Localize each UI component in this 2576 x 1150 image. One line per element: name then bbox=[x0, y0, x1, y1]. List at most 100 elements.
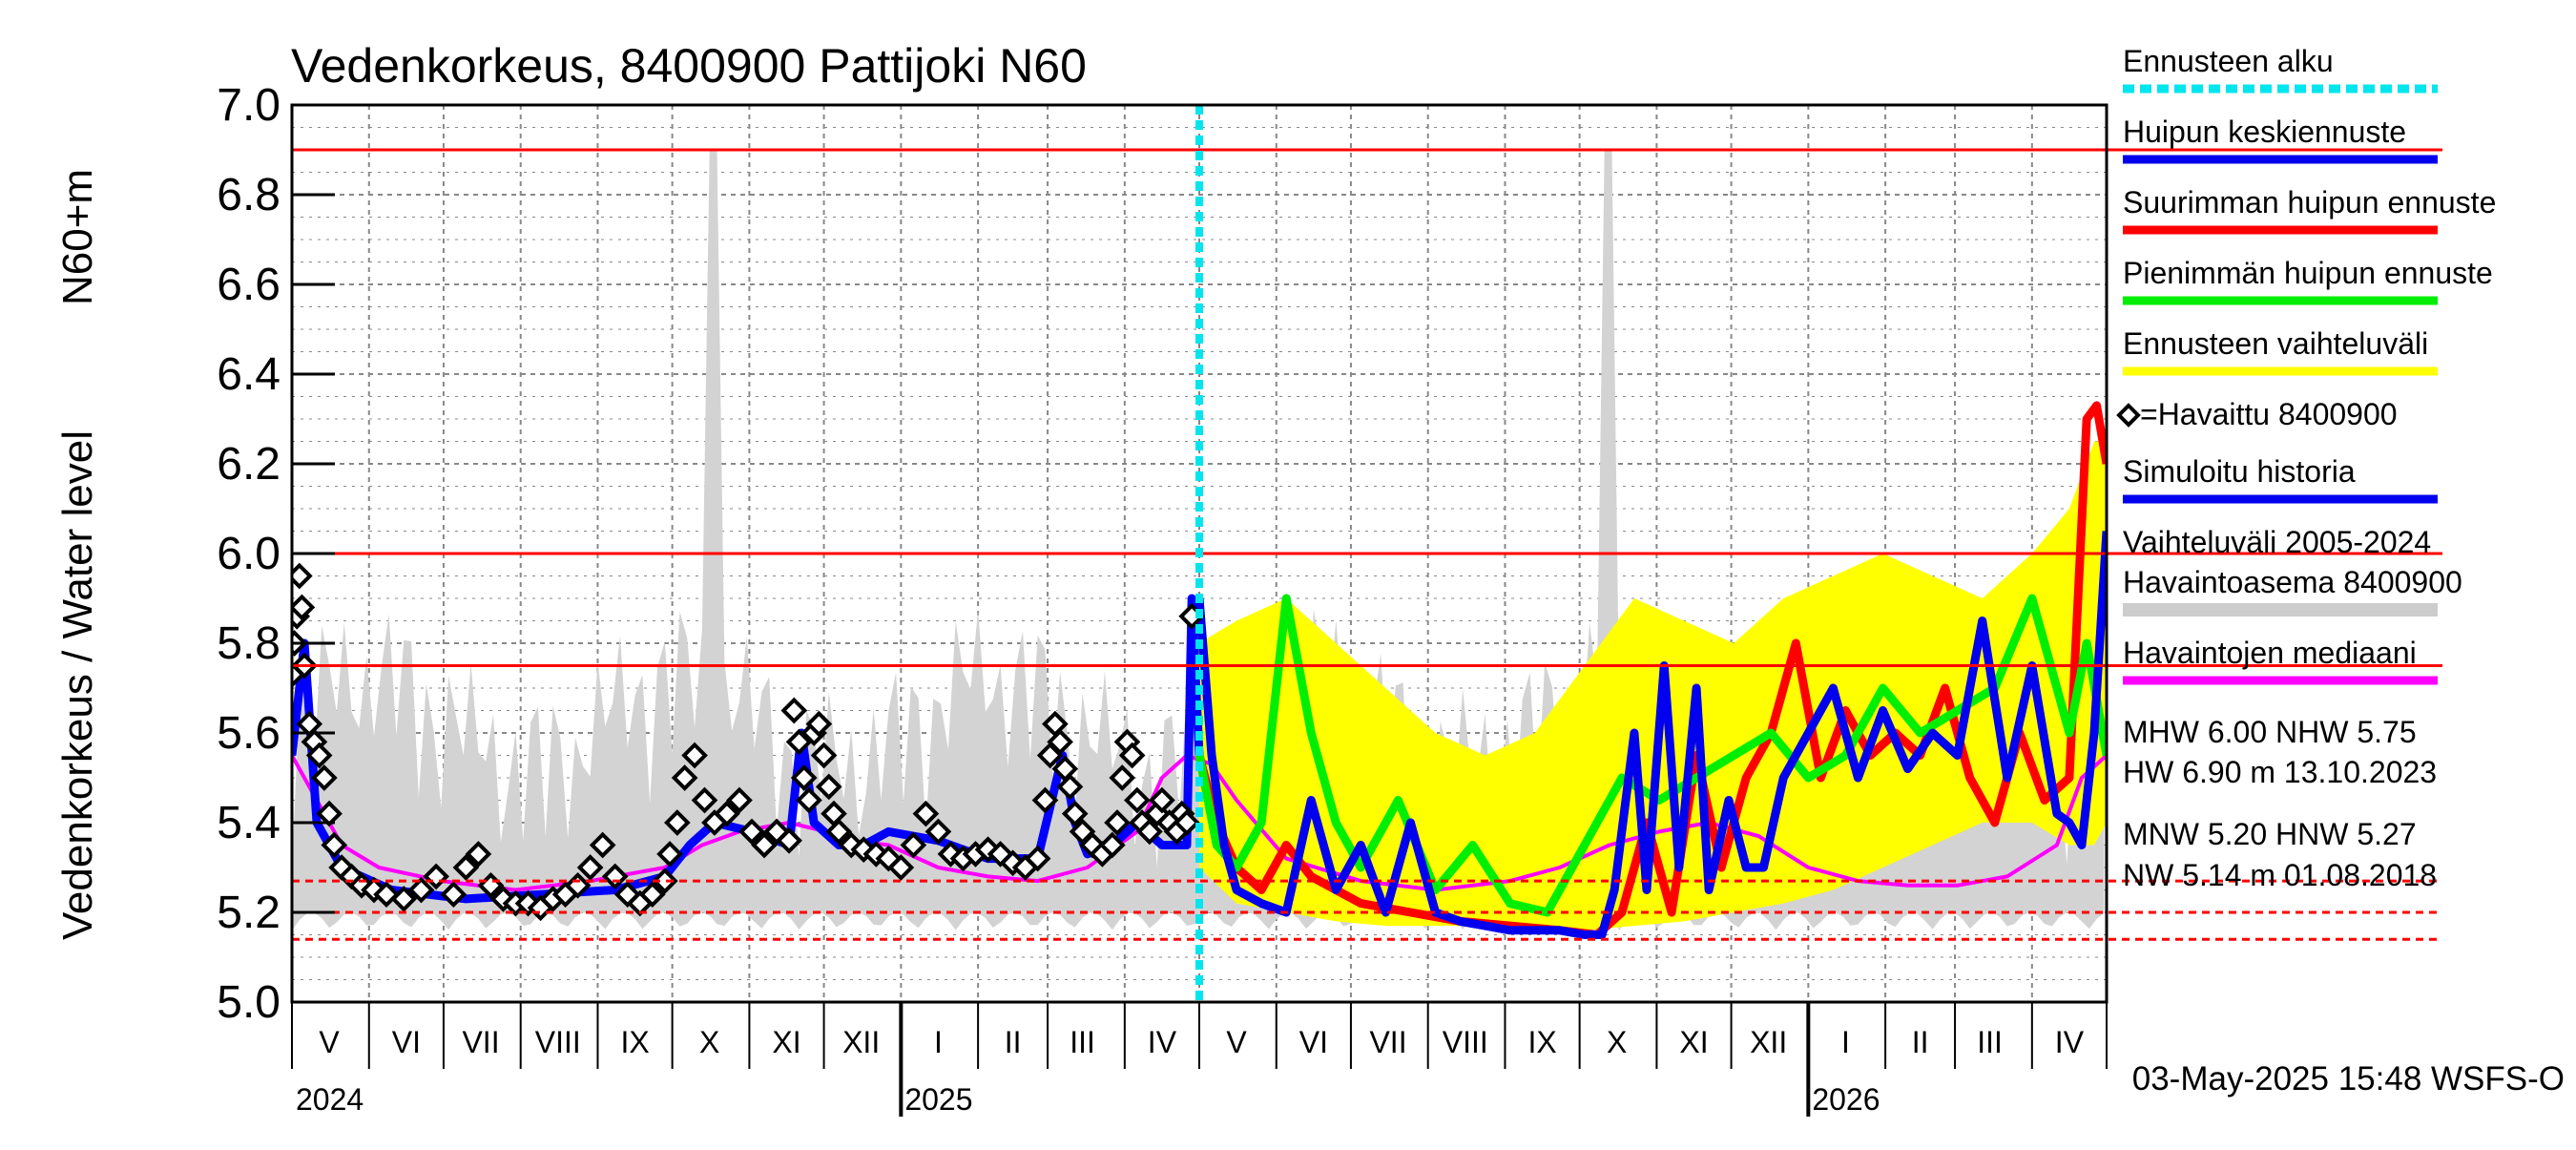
month-label: I bbox=[1841, 1025, 1850, 1059]
stats-mnw: MNW 5.20 HNW 5.27 bbox=[2123, 817, 2417, 851]
plot-clip-group bbox=[292, 105, 2107, 1002]
legend-label: Havaintoasema 8400900 bbox=[2123, 565, 2462, 599]
legend-label: Simuloitu historia bbox=[2123, 454, 2356, 489]
observed-point bbox=[321, 831, 348, 859]
month-label: XI bbox=[1679, 1025, 1708, 1059]
observed-point bbox=[681, 742, 708, 769]
month-label: IX bbox=[620, 1025, 649, 1059]
month-label: III bbox=[1070, 1025, 1095, 1059]
legend-label: Ennusteen alku bbox=[2123, 44, 2334, 78]
month-label: X bbox=[699, 1025, 719, 1059]
y-tick-label: 5.2 bbox=[217, 888, 280, 938]
observed-point bbox=[651, 868, 678, 894]
year-label: 2024 bbox=[296, 1082, 364, 1117]
month-label: XI bbox=[772, 1025, 800, 1059]
y-tick-label: 5.6 bbox=[217, 708, 280, 759]
y-tick-label: 5.4 bbox=[217, 798, 280, 848]
observed-point bbox=[924, 818, 952, 846]
observed-point bbox=[656, 841, 683, 868]
observed-point bbox=[714, 800, 740, 827]
observed-point bbox=[292, 594, 316, 621]
observed-point bbox=[912, 800, 940, 827]
observed-point bbox=[1109, 764, 1136, 791]
observed-point bbox=[1024, 845, 1051, 872]
footer-timestamp: 03-May-2025 15:48 WSFS-O bbox=[2132, 1060, 2565, 1098]
observed-point bbox=[810, 742, 838, 769]
observed-point bbox=[1104, 809, 1131, 836]
y-tick-label: 6.6 bbox=[217, 260, 280, 310]
legend-label: Ennusteen vaihteluväli bbox=[2123, 326, 2428, 361]
y-tick-label: 6.0 bbox=[217, 529, 280, 579]
observed-point bbox=[1149, 786, 1175, 814]
month-label: XII bbox=[1750, 1025, 1787, 1059]
legend: Ennusteen alku Huipun keskiennuste Suurimm… bbox=[2116, 44, 2496, 892]
observed-point bbox=[887, 854, 915, 881]
plot-area bbox=[292, 105, 2442, 1002]
observed-point bbox=[726, 786, 753, 814]
month-label: VIII bbox=[535, 1025, 581, 1059]
month-label: X bbox=[1607, 1025, 1627, 1059]
observed-point bbox=[671, 764, 698, 791]
year-label: 2026 bbox=[1812, 1082, 1880, 1117]
observed-point bbox=[601, 863, 629, 890]
observed-point bbox=[825, 818, 853, 846]
month-label: IX bbox=[1527, 1025, 1556, 1059]
year-label: 2025 bbox=[904, 1082, 972, 1117]
y-axis-unit: N60+m bbox=[54, 169, 101, 305]
observed-point bbox=[465, 841, 492, 868]
stats-hw: HW 6.90 m 13.10.2023 bbox=[2123, 755, 2437, 789]
chart-title: Vedenkorkeus, 8400900 Pattijoki N60 bbox=[291, 39, 1087, 93]
observed-point bbox=[691, 786, 718, 814]
legend-label: Vaihteluväli 2005-2024 bbox=[2123, 525, 2431, 559]
month-label: II bbox=[1005, 1025, 1022, 1059]
legend-label: Huipun keskiennuste bbox=[2123, 115, 2406, 149]
observed-point bbox=[796, 786, 822, 814]
observed-point bbox=[751, 831, 778, 859]
month-label: V bbox=[319, 1025, 340, 1059]
observed-point bbox=[576, 854, 604, 881]
observed-point bbox=[407, 876, 435, 904]
observed-point bbox=[1031, 786, 1059, 814]
legend-marker bbox=[2116, 403, 2141, 428]
observed-point bbox=[452, 854, 480, 881]
observed-point bbox=[1136, 818, 1163, 846]
observed-point bbox=[390, 886, 418, 912]
y-tick-label: 6.4 bbox=[217, 349, 280, 400]
month-label: VII bbox=[1369, 1025, 1406, 1059]
axes: 5.05.25.45.65.86.06.26.46.66.87.0V VI VII V… bbox=[217, 80, 2109, 1117]
y-tick-label: 5.0 bbox=[217, 977, 280, 1028]
observed-point bbox=[1118, 742, 1146, 769]
month-label: II bbox=[1912, 1025, 1929, 1059]
month-label: IV bbox=[1148, 1025, 1177, 1059]
month-label: IV bbox=[2055, 1025, 2085, 1059]
legend-label: Havaintojen mediaani bbox=[2123, 636, 2417, 670]
month-label: XII bbox=[842, 1025, 880, 1059]
y-axis-label: Vedenkorkeus / Water level bbox=[54, 430, 101, 940]
series-suurimman-huipun-ennuste bbox=[1195, 401, 2107, 939]
observed-point bbox=[664, 809, 691, 836]
observed-point bbox=[316, 800, 343, 827]
observed-point bbox=[1056, 773, 1084, 801]
legend-label: =Havaittu 8400900 bbox=[2140, 397, 2398, 431]
observed-point bbox=[815, 773, 842, 801]
month-label: VI bbox=[1299, 1025, 1328, 1059]
series-havaintojen-mediaani bbox=[292, 753, 2107, 892]
month-label: VI bbox=[392, 1025, 421, 1059]
observed-point bbox=[780, 697, 808, 724]
y-tick-label: 6.8 bbox=[217, 170, 280, 220]
observed-point bbox=[738, 818, 765, 846]
observed-point bbox=[305, 742, 333, 769]
month-label: VIII bbox=[1443, 1025, 1488, 1059]
legend-label: Suurimman huipun ennuste bbox=[2123, 185, 2496, 220]
observed-point bbox=[1124, 786, 1151, 814]
observed-point bbox=[1174, 809, 1200, 836]
month-label: III bbox=[1977, 1025, 2003, 1059]
observed-point bbox=[805, 710, 833, 738]
observed-point bbox=[790, 764, 818, 791]
y-tick-label: 6.2 bbox=[217, 439, 280, 490]
observed-point bbox=[1061, 800, 1089, 827]
observed-point bbox=[1098, 831, 1126, 859]
observed-point bbox=[785, 728, 813, 756]
